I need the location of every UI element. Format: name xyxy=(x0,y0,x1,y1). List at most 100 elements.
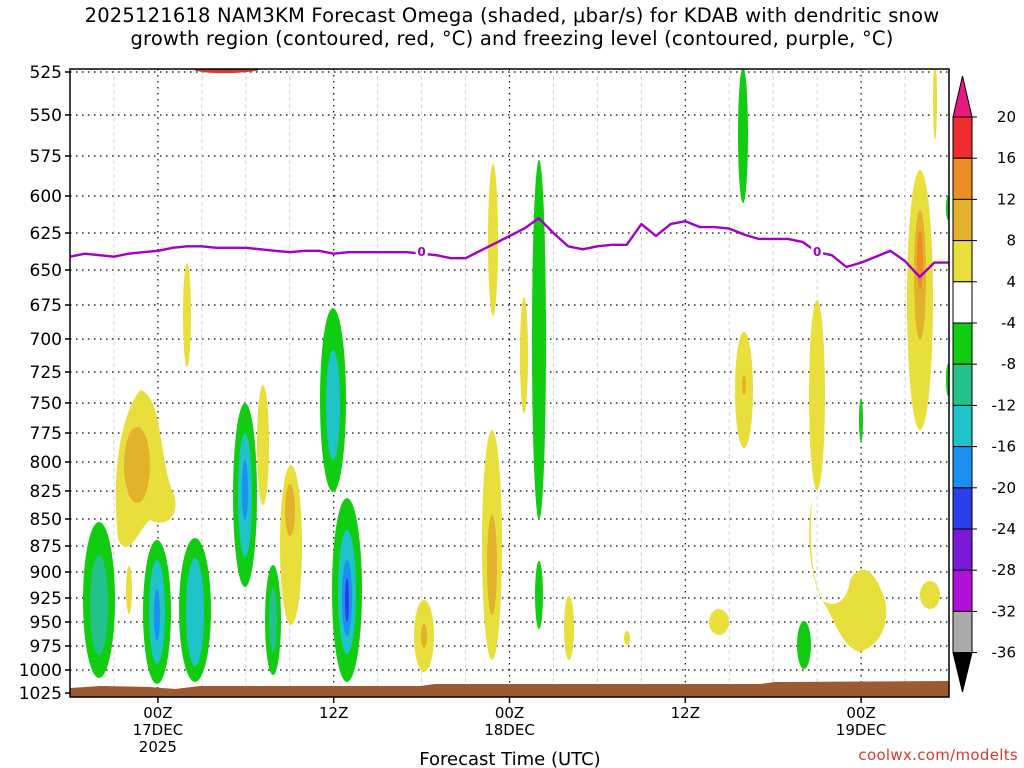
y-tick-label: 550 xyxy=(30,106,62,126)
omega-cell-down xyxy=(183,263,191,367)
freezing-level-line xyxy=(69,216,949,279)
omega-cell-up xyxy=(797,621,811,669)
y-tick-label: 800 xyxy=(30,453,62,473)
colorbar-label: 16 xyxy=(997,149,1016,167)
x-tick-label: 12Z xyxy=(319,704,348,722)
y-tick-label: 700 xyxy=(30,330,62,350)
colorbar-label: 20 xyxy=(997,108,1016,126)
freezing-level-label-bg xyxy=(811,243,824,259)
y-tick-label: 950 xyxy=(30,613,62,633)
omega-cell-up xyxy=(535,561,543,629)
y-tick-label: 975 xyxy=(30,637,62,657)
colorbar-swatch xyxy=(952,322,973,365)
freezing-level-label-bg xyxy=(415,243,428,259)
omega-cell-down-core xyxy=(421,624,427,648)
omega-cell-down xyxy=(809,300,825,490)
y-axis: 525 550 575 600 625 650 675 700 725 750 775 800 825 8… xyxy=(19,63,70,704)
omega-cell-up-core xyxy=(90,555,108,655)
omega-cell-up-core xyxy=(269,588,277,652)
colorbar-swatch xyxy=(952,446,973,489)
y-tick-label: 900 xyxy=(30,563,62,583)
y-tick-label: 925 xyxy=(30,589,62,609)
colorbar-label: 4 xyxy=(1006,273,1016,291)
omega-cell-down xyxy=(520,297,528,413)
omega-cell-up xyxy=(859,398,863,442)
omega-cell-down xyxy=(709,609,729,635)
colorbar-swatch xyxy=(952,487,973,530)
x-tick-label: 00Z xyxy=(143,704,172,722)
chart-title-line1: 2025121618 NAM3KM Forecast Omega (shaded… xyxy=(84,4,940,27)
colorbar-label: -12 xyxy=(992,396,1017,414)
y-tick-label: 600 xyxy=(30,187,62,207)
y-tick-label: 650 xyxy=(30,261,62,281)
colorbar-swatch xyxy=(952,281,973,324)
omega-cell-down-core xyxy=(285,484,295,536)
colorbar-swatch xyxy=(952,610,973,654)
y-tick-label: 675 xyxy=(30,296,62,316)
x-tick-label: 00Z xyxy=(846,704,875,722)
omega-cell-up-core xyxy=(186,558,204,666)
omega-cell-up-core xyxy=(326,350,340,460)
omega-cell-down xyxy=(809,500,887,652)
surface-terrain xyxy=(70,681,949,697)
colorbar-label: -32 xyxy=(992,602,1017,620)
colorbar-swatch xyxy=(952,157,973,200)
y-tick-label: 625 xyxy=(30,224,62,244)
colorbar-bottom-arrow xyxy=(952,652,973,693)
colorbar-label: 8 xyxy=(1006,232,1016,250)
omega-area-downward xyxy=(115,69,940,672)
colorbar-swatch xyxy=(952,116,973,159)
y-tick-label: 1025 xyxy=(19,684,62,704)
y-tick-label: 775 xyxy=(30,424,62,444)
x-tick-label: 17DEC xyxy=(133,721,184,739)
colorbar-label: -16 xyxy=(992,438,1017,456)
x-tick-label: 12Z xyxy=(671,704,700,722)
omega-cell-down-core xyxy=(742,375,746,395)
y-tick-label: 525 xyxy=(30,63,62,83)
y-tick-label: 850 xyxy=(30,510,62,530)
y-tick-label: 825 xyxy=(30,482,62,502)
colorbar-swatch xyxy=(952,569,973,612)
colorbar-label: -4 xyxy=(1001,314,1016,332)
freezing-level-label: 0 xyxy=(813,245,821,259)
omega-cell-down-core xyxy=(487,515,497,615)
omega-cell-down-core xyxy=(917,230,923,290)
omega-cell-down xyxy=(488,164,498,316)
chart-title: 2025121618 NAM3KM Forecast Omega (shaded… xyxy=(0,4,1024,50)
y-tick-label: 750 xyxy=(30,394,62,414)
colorbar-label: 12 xyxy=(997,190,1016,208)
y-tick-label: 575 xyxy=(30,147,62,167)
credit-text: coolwx.com/modelts xyxy=(858,746,1018,764)
omega-cell-down xyxy=(920,581,940,609)
colorbar-swatch xyxy=(952,198,973,242)
omega-cell-down xyxy=(564,596,574,660)
chart-title-line2: growth region (contoured, red, °C) and f… xyxy=(130,27,894,50)
colorbar-label: -28 xyxy=(992,561,1017,579)
omega-cell-down-core xyxy=(124,427,150,503)
omega-cell-down xyxy=(624,631,630,645)
colorbar-swatch xyxy=(952,363,973,406)
colorbar: 20 16 12 8 4 -4 -8 -12 -16 -20 -24 -28 -32 -36 xyxy=(952,75,1017,693)
omega-cell-down xyxy=(257,385,269,505)
x-axis-label: Forecast Time (UTC) xyxy=(419,749,600,768)
colorbar-label: -24 xyxy=(992,520,1017,538)
omega-cell-up xyxy=(738,69,748,203)
omega-cell-up-core xyxy=(154,589,160,641)
x-tick-label: 00Z xyxy=(495,704,524,722)
colorbar-label: -36 xyxy=(992,644,1017,662)
y-tick-label: 1000 xyxy=(19,661,62,681)
omega-cell-down xyxy=(126,566,132,614)
omega-shading xyxy=(70,69,949,697)
x-tick-label: 19DEC xyxy=(836,721,887,739)
x-tick-label: 2025 xyxy=(139,738,177,756)
x-tick-label: 18DEC xyxy=(484,721,535,739)
colorbar-label: -8 xyxy=(1001,355,1016,373)
omega-cell-up-core xyxy=(345,578,349,622)
omega-area-upward xyxy=(83,69,949,684)
colorbar-swatch xyxy=(952,528,973,571)
colorbar-swatch xyxy=(952,240,973,283)
y-tick-label: 875 xyxy=(30,537,62,557)
colorbar-swatch xyxy=(952,404,973,448)
